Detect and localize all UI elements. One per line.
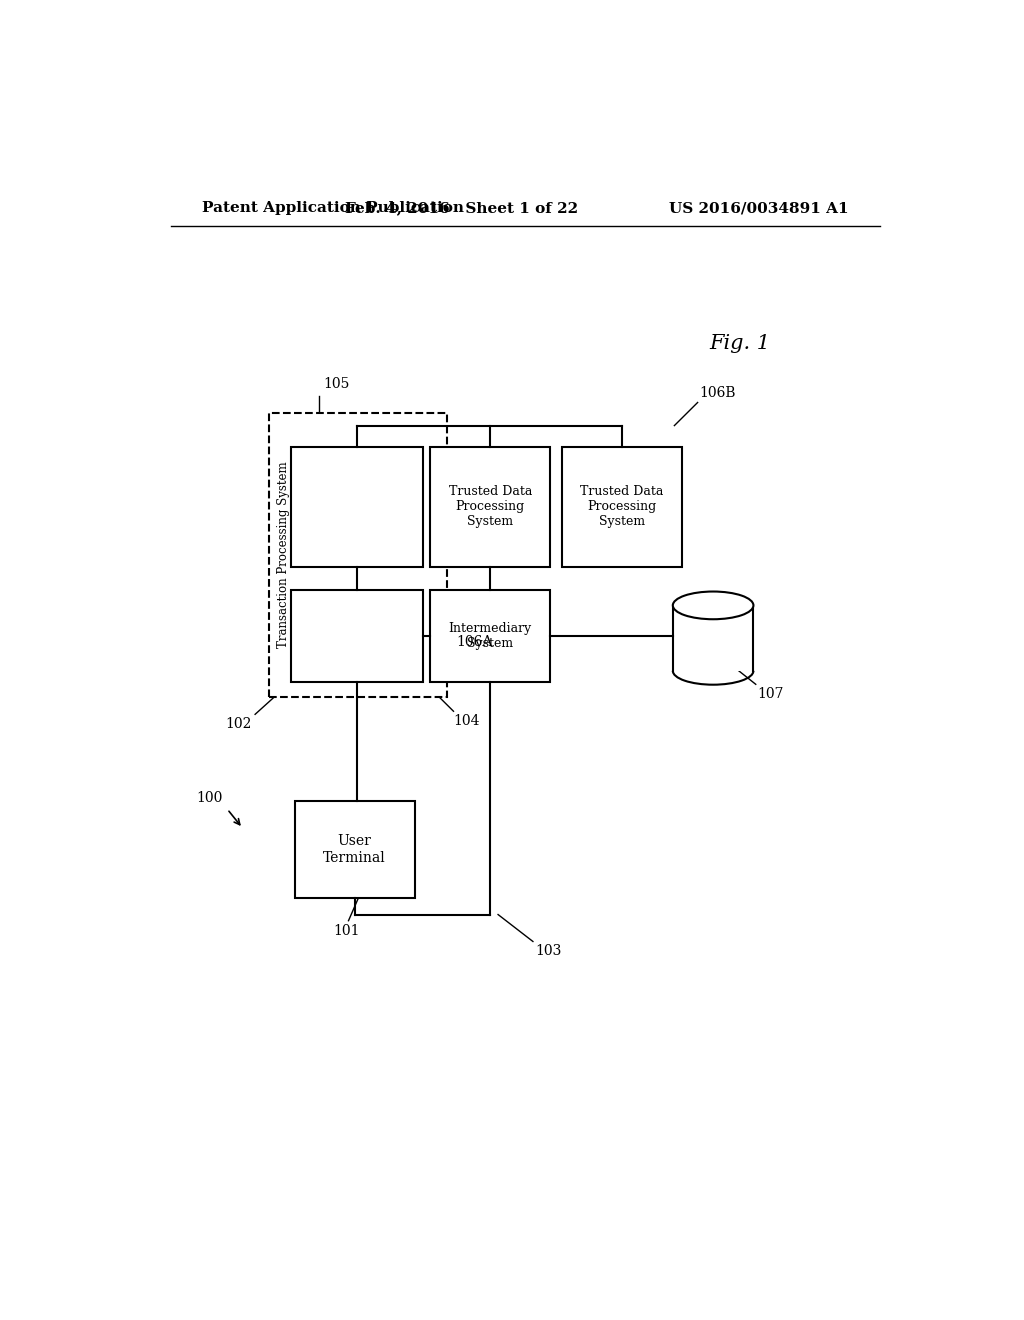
Bar xyxy=(430,447,550,566)
Text: 105: 105 xyxy=(324,378,349,391)
Text: 100: 100 xyxy=(197,791,222,805)
Text: Trusted Data
Processing
System: Trusted Data Processing System xyxy=(581,486,664,528)
Bar xyxy=(291,590,423,682)
Text: 106A: 106A xyxy=(457,635,493,649)
Text: Fig. 1: Fig. 1 xyxy=(710,334,771,352)
Text: 107: 107 xyxy=(758,686,783,701)
Text: 106B: 106B xyxy=(699,387,735,400)
Text: 104: 104 xyxy=(454,714,480,729)
Bar xyxy=(269,413,447,697)
Text: 102: 102 xyxy=(225,718,252,731)
Ellipse shape xyxy=(673,591,754,619)
Bar xyxy=(295,801,415,898)
Text: Transaction Processing System: Transaction Processing System xyxy=(276,462,290,648)
Text: Feb. 4, 2016   Sheet 1 of 22: Feb. 4, 2016 Sheet 1 of 22 xyxy=(345,202,578,215)
Text: Patent Application Publication: Patent Application Publication xyxy=(202,202,464,215)
Text: Intermediary
System: Intermediary System xyxy=(449,622,531,649)
Text: US 2016/0034891 A1: US 2016/0034891 A1 xyxy=(669,202,849,215)
Text: 103: 103 xyxy=(536,944,561,958)
Text: 101: 101 xyxy=(334,924,360,937)
Bar xyxy=(430,590,550,682)
Bar xyxy=(562,447,682,566)
Text: User
Terminal: User Terminal xyxy=(324,834,386,865)
Polygon shape xyxy=(673,606,754,671)
Text: Trusted Data
Processing
System: Trusted Data Processing System xyxy=(449,486,532,528)
Bar xyxy=(291,447,423,566)
